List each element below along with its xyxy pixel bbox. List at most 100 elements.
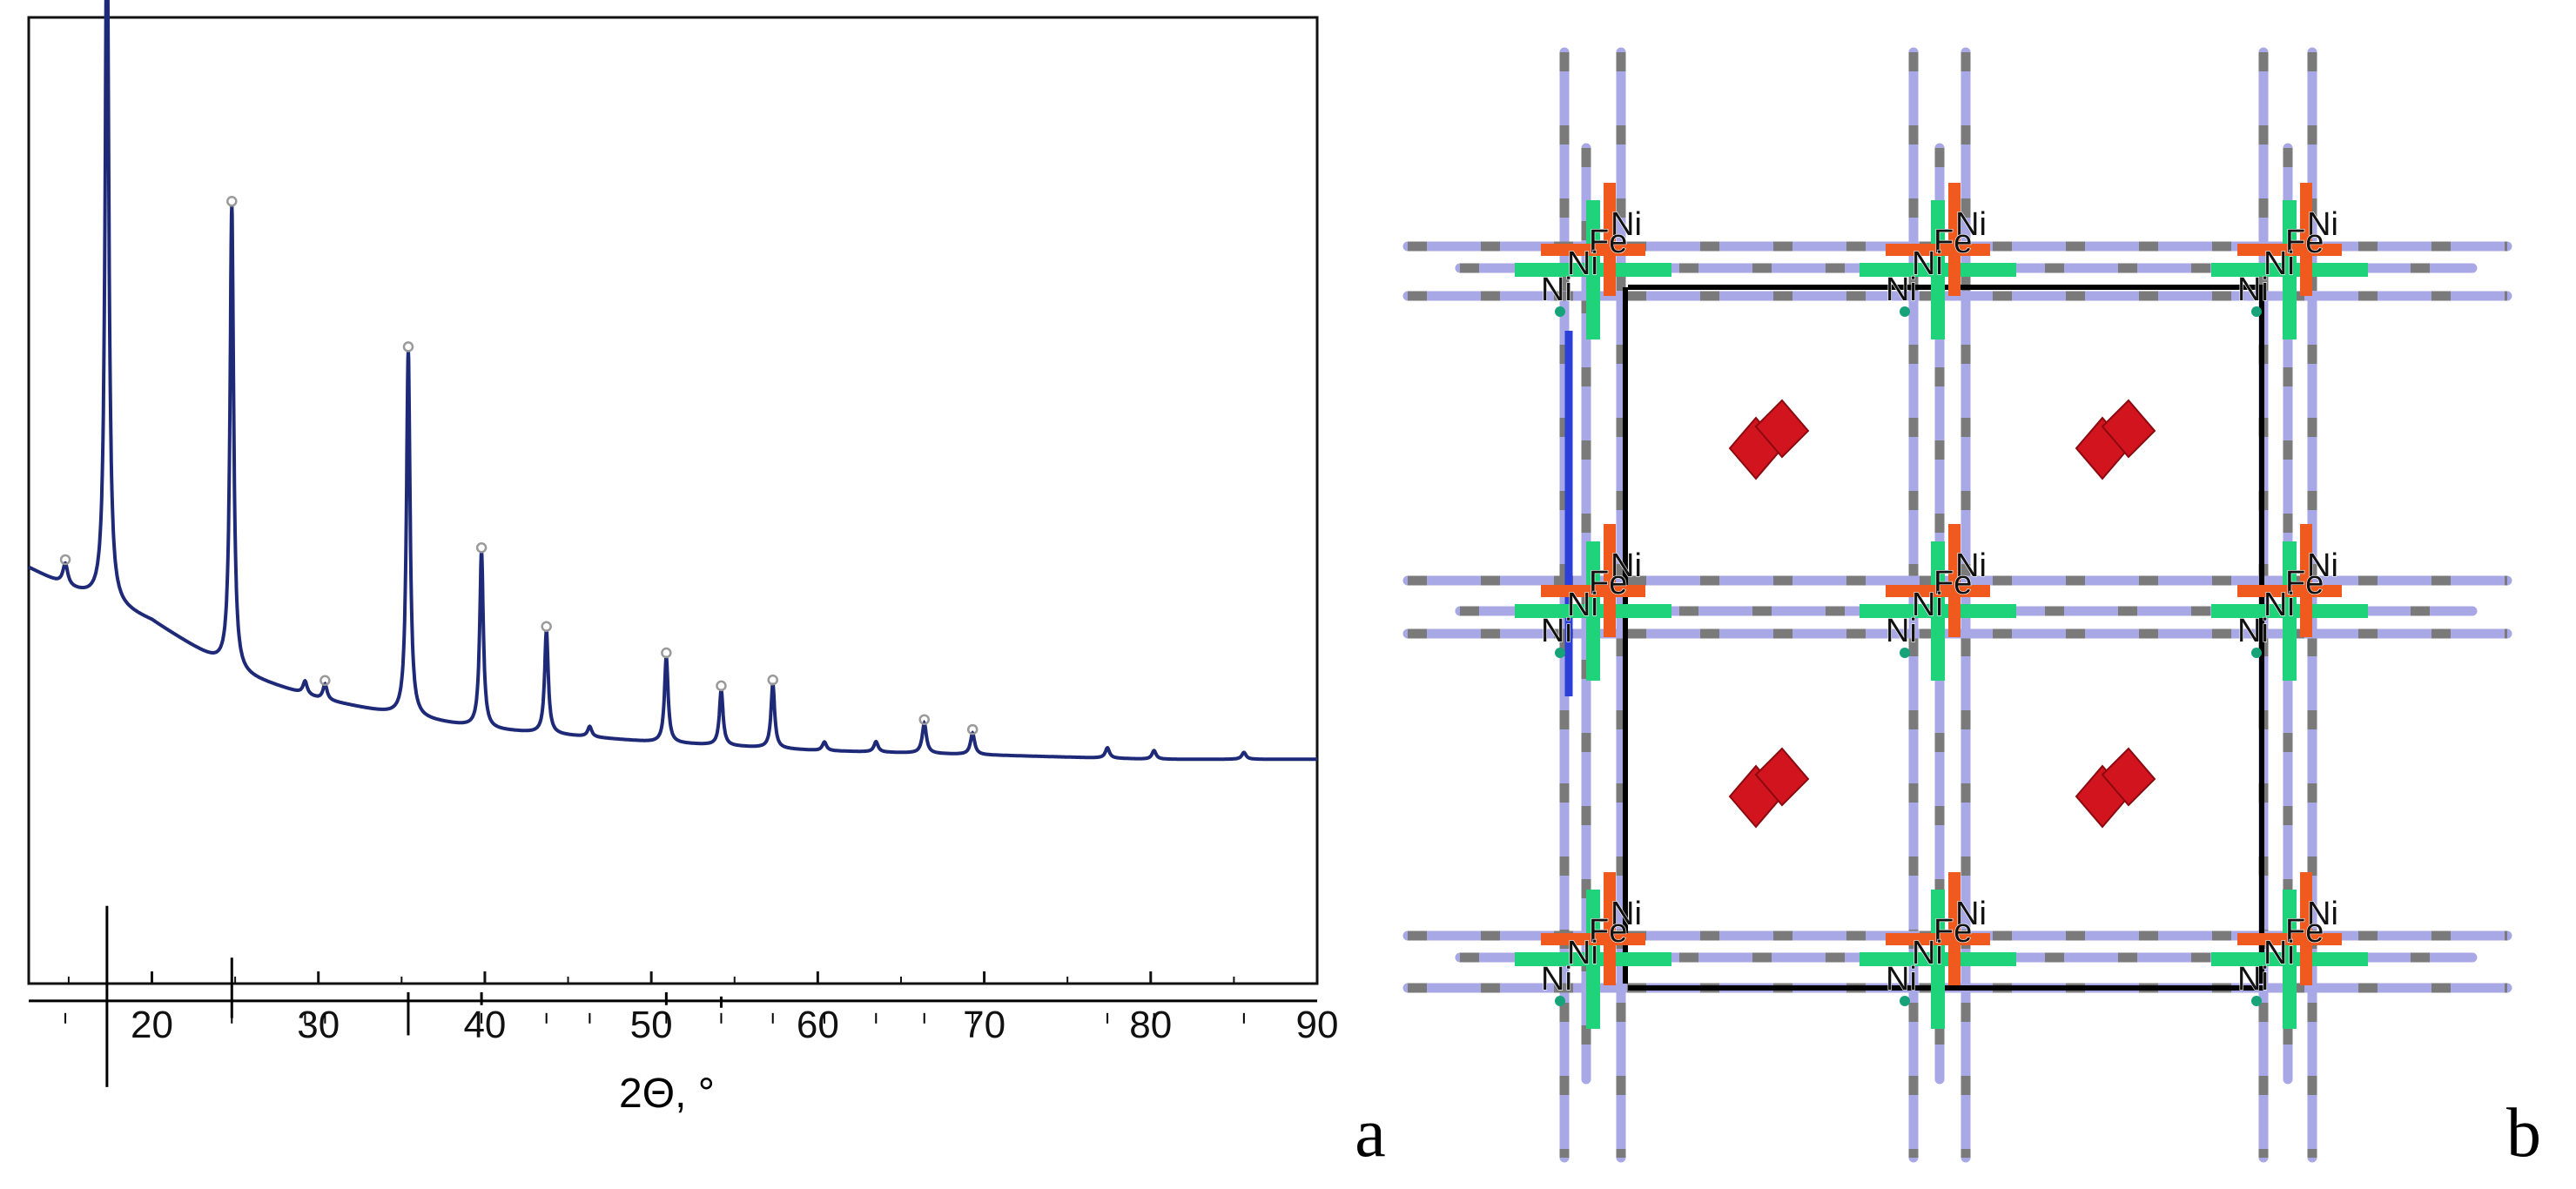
atom-label: Fe	[1934, 224, 1972, 260]
atom-label: Fe	[1934, 565, 1972, 601]
octahedron	[2101, 747, 2156, 807]
atom-label: Ni	[1541, 961, 1572, 998]
observed-point	[541, 621, 552, 632]
atom	[1900, 996, 1910, 1006]
x-tick-label: 40	[463, 1004, 506, 1046]
atom	[2251, 996, 2262, 1006]
fe-bond-v	[1604, 524, 1616, 637]
atom-label: Fe	[2285, 224, 2324, 260]
atom-label: Ni	[2237, 613, 2269, 649]
atom	[1555, 648, 1565, 658]
fe-bond-h	[1541, 585, 1645, 597]
x-tick-label: 20	[131, 1004, 173, 1046]
x-tick-label: 60	[797, 1004, 839, 1046]
atom-label: Fe	[2285, 913, 2324, 950]
atom-label: Ni	[2263, 245, 2295, 282]
crystal-structure: NiFeNiNiNiFeNiNiNiFeNiNiNiFeNiNiNiFeNiNi…	[1402, 47, 2512, 1163]
panel-b-label: b	[2506, 1095, 2541, 1172]
atom-label: Ni	[1567, 245, 1598, 282]
atom-label: Fe	[1589, 224, 1627, 260]
fe-bond-v	[1948, 524, 1961, 637]
x-tick-label: 30	[297, 1004, 340, 1046]
octahedron	[2101, 399, 2156, 459]
ni-bond-v	[1931, 200, 1945, 339]
fe-bond-h	[2237, 585, 2342, 597]
atom	[1555, 306, 1565, 317]
atom	[2251, 648, 2262, 658]
octahedron	[1754, 747, 1810, 807]
fe-bond-v	[1604, 872, 1616, 985]
fe-bond-v	[1948, 872, 1961, 985]
atom-label: Ni	[2237, 272, 2269, 308]
atom-label: Ni	[1955, 547, 1987, 584]
atom-label: Ni	[1912, 245, 1943, 282]
fe-bond-h	[1541, 933, 1645, 945]
fe-bond-v	[1604, 183, 1616, 296]
atom-label: Ni	[2237, 961, 2269, 998]
panel-a-label: a	[1355, 1095, 1386, 1172]
atom-label: Ni	[1912, 587, 1943, 623]
atom	[1900, 306, 1910, 317]
observed-point	[966, 723, 979, 736]
fe-bond-h	[1886, 244, 1990, 256]
x-axis: 20 30 40 50 60 70 80 90	[67, 971, 1339, 1046]
x-tick-label: 50	[630, 1004, 673, 1046]
fe-bond-h	[2237, 933, 2342, 945]
atom-label: Fe	[1589, 913, 1627, 950]
atom-label: Ni	[1611, 547, 1642, 584]
x-tick-label: 90	[1296, 1004, 1339, 1046]
observed-point	[767, 674, 778, 686]
atom-label: Ni	[1541, 613, 1572, 649]
fe-bond-h	[1886, 585, 1990, 597]
xrd-chart: 20 30 40 50 60 70 80 90 2Θ, °	[27, 0, 1339, 1117]
atom-label: Ni	[1886, 961, 1917, 998]
observed-point	[402, 341, 414, 353]
plot-area	[27, 16, 1319, 985]
x-axis-label: 2Θ, °	[619, 1071, 715, 1117]
atom-label: Fe	[1934, 913, 1972, 950]
series-layer	[28, 0, 1317, 1087]
observed-point	[918, 714, 930, 725]
observed-point	[475, 542, 488, 554]
atom-label: Ni	[1611, 206, 1642, 243]
fe-bond-v	[2300, 524, 2312, 637]
observed-point	[59, 554, 71, 566]
ni-bond-v	[2283, 200, 2297, 339]
ni-bond-v	[2283, 890, 2297, 1029]
x-tick-label: 80	[1129, 1004, 1172, 1046]
ni-bond-v	[1586, 541, 1600, 681]
atom	[1900, 648, 1910, 658]
atom-label: Ni	[2263, 587, 2295, 623]
guest-molecule	[1728, 747, 1810, 829]
ni-bond-v	[1931, 541, 1945, 681]
atom-label: Ni	[1611, 896, 1642, 932]
observed-point	[319, 675, 331, 686]
fe-bond-h	[1886, 933, 1990, 945]
guest-molecule	[1728, 399, 1810, 480]
atom-label: Ni	[1541, 272, 1572, 308]
atom-label: Ni	[2263, 935, 2295, 971]
atom-label: Fe	[1589, 565, 1627, 601]
fe-bond-h	[2237, 244, 2342, 256]
fe-bond-h	[1541, 244, 1645, 256]
atom-label: Ni	[1912, 935, 1943, 971]
atom	[2251, 306, 2262, 317]
atom-label: Ni	[2307, 547, 2338, 584]
atom-label: Ni	[1567, 587, 1598, 623]
octahedron	[1754, 399, 1810, 459]
ni-bond-v	[1931, 890, 1945, 1029]
atom-label: Ni	[2307, 206, 2338, 243]
fe-bond-v	[2300, 872, 2312, 985]
atom-label: Ni	[1886, 613, 1917, 649]
atom-label: Ni	[1955, 896, 1987, 932]
